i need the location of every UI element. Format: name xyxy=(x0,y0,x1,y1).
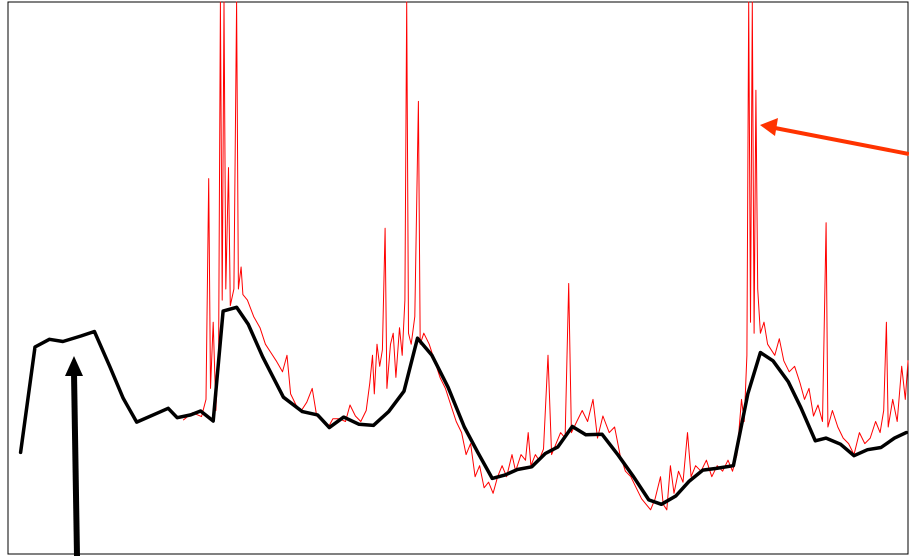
red-arrow xyxy=(760,118,909,156)
black-arrow xyxy=(65,356,83,556)
series-layer xyxy=(18,1,909,511)
annotation-layer xyxy=(65,118,909,556)
black-arrow-shaft xyxy=(71,372,80,556)
red-arrow-head xyxy=(760,118,778,136)
black-arrow-head xyxy=(65,356,83,376)
red-arrow-shaft xyxy=(774,126,909,156)
series-line-black xyxy=(18,305,908,507)
plot-frame xyxy=(7,1,909,555)
